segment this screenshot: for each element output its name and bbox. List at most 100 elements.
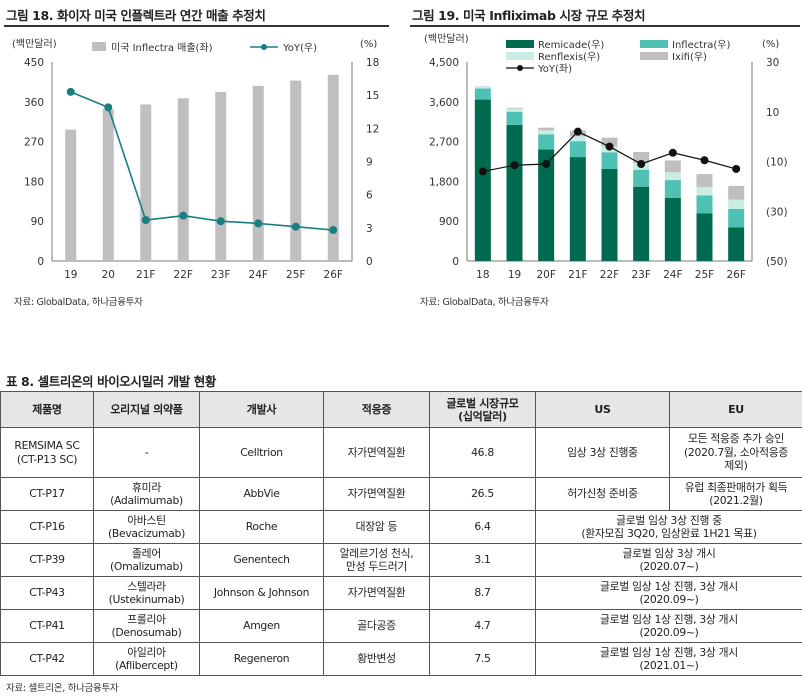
table-row: REMSIMA SC (CT-P13 SC) - Celltrion 자가면역질환… [0,427,802,478]
cell-original: 스텔라라 (Ustekinumab) [93,576,200,610]
cell-original: 졸레어 (Omalizumab) [93,543,200,577]
cell-original-ko: 아일리아 [127,645,166,659]
cell-indication: 자가면역질환 [323,576,430,610]
cell-eu-line2: (2020.7월, 소아적응증 [684,445,788,459]
cell-indication: 골다공증 [323,609,430,643]
yoy-point [141,216,150,225]
ixifi-bar-segment [664,160,681,173]
remicade-bar-segment [538,149,555,261]
header-eu: EU [669,391,802,428]
header-market-line1: 글로벌 시장규모 [446,396,519,410]
renflexis-bar-segment [506,108,523,112]
cell-product-code: (CT-P13 SC) [16,452,78,466]
figure-19-chart: (백만달러) (%) Remicade(우) Inflectra(우) Renfle… [424,33,788,281]
yoy-point [510,161,519,170]
ixifi-bar-segment [506,107,523,109]
cell-indication: 자가면역질환 [323,427,430,478]
cell-product: REMSIMA SC (CT-P13 SC) [0,427,94,478]
figure-18-legend: 미국 Inflectra 매출(좌) YoY(우) [92,42,317,54]
inflectra-sales-bar [65,129,77,261]
cell-original-en: (Ustekinumab) [108,593,185,606]
cell-global-status: 글로벌 임상 1상 진행, 3상 개시 (2020.09~) [535,576,802,610]
inflectra-sales-bar [140,104,152,261]
header-market-line2: (십억달러) [458,409,507,423]
figure-19-right-unit: (%) [762,39,779,50]
x-tick-label: 19 [508,269,521,281]
figure-19-title-rule [410,25,800,27]
cell-developer: AbbVie [199,477,324,511]
ixifi-bar-segment [696,174,713,187]
cell-indication: 알레르기성 천식, 만성 두드러기 [323,543,430,577]
x-tick-label: 19 [64,269,77,281]
cell-market: 8.7 [429,576,536,610]
cell-market: 3.1 [429,543,536,577]
cell-original-en: (Adalimumab) [110,494,183,507]
inflectra-bar-segment [633,169,650,187]
cell-original-ko: 스텔라라 [127,579,166,593]
y-right-tick-label: 6 [366,190,373,202]
remicade-bar-segment [728,227,745,261]
cell-global-line2: (2020.09~) [639,626,699,639]
y-left-tick-label: 4,500 [429,57,459,69]
legend-swatch-sales [92,42,106,51]
legend-marker-yoy [517,65,523,71]
cell-global-line2: (2020.07~) [639,560,699,573]
cell-original-en: (Aflibercept) [115,659,178,672]
yoy-point [478,167,487,176]
x-tick-label: 25F [695,269,714,281]
ixifi-bar-segment [728,185,745,200]
figure-18-title-rule [4,25,389,27]
y-right-tick-label: 0 [366,256,373,268]
inflectra-bar-segment [506,111,523,125]
legend-label: Inflectra(우) [672,39,730,51]
y-left-tick-label: 90 [31,216,44,228]
x-tick-label: 23F [631,269,650,281]
cell-original-ko: 졸레어 [132,546,161,560]
cell-eu-line1: 유럽 최종판매허가 획득 [684,480,788,494]
figure-19-title: 그림 19. 미국 Infliximab 시장 규모 추정치 [412,8,646,23]
cell-market: 26.5 [429,477,536,511]
figure-18-source: 자료: GlobalData, 하나금융투자 [14,297,143,308]
remicade-bar-segment [601,169,618,261]
header-indication: 적응증 [323,391,430,428]
y-left-tick-label: 2,700 [429,137,459,149]
x-tick-label: 23F [211,269,230,281]
inflectra-bar-segment [664,180,681,198]
yoy-point [668,148,677,157]
y-right-tick-label: 10 [766,107,779,119]
ixifi-bar-segment [538,127,555,131]
cell-global-line1: 글로벌 임상 1상 진행, 3상 개시 [600,579,738,593]
remicade-bar-segment [696,213,713,261]
cell-product-name: REMSIMA SC [14,439,80,452]
cell-original-ko: 프롤리아 [127,612,166,626]
yoy-point [254,219,263,228]
remicade-bar-segment [569,157,586,261]
cell-global-line2: (2020.09~) [639,593,699,606]
cell-developer: Johnson & Johnson [199,576,324,610]
cell-original: 아바스틴 (Bevacizumab) [93,510,200,544]
table-row: CT-P42 아일리아 (Aflibercept) Regeneron 황반변성 … [0,642,802,676]
remicade-bar-segment [506,124,523,261]
cell-eu: 유럽 최종판매허가 획득 (2021.2월) [669,477,802,511]
figure-18-chart: (백만달러) (%) 미국 Inflectra 매출(좌) YoY(우) 0901… [12,38,379,281]
yoy-point [700,156,709,165]
legend-swatch [640,40,668,48]
yoy-point [605,142,614,151]
x-tick-label: 24F [663,269,682,281]
remicade-bar-segment [664,197,681,261]
cell-indication: 자가면역질환 [323,477,430,511]
table-8-source: 자료: 셀트리온, 하나금융투자 [6,683,119,694]
x-tick-label: 18 [476,269,489,281]
header-original: 오리지널 의약품 [93,391,200,428]
y-left-tick-label: 270 [24,137,44,149]
yoy-point [329,226,338,235]
renflexis-bar-segment [696,186,713,196]
inflectra-sales-bar [215,92,227,262]
cell-product: CT-P42 [0,642,94,676]
cell-developer: Amgen [199,609,324,643]
y-right-tick-label: 15 [366,90,379,102]
x-tick-label: 25F [286,269,305,281]
cell-original: 휴미라 (Adalimumab) [93,477,200,511]
yoy-point [573,127,582,136]
cell-original-en: (Denosumab) [111,626,182,639]
